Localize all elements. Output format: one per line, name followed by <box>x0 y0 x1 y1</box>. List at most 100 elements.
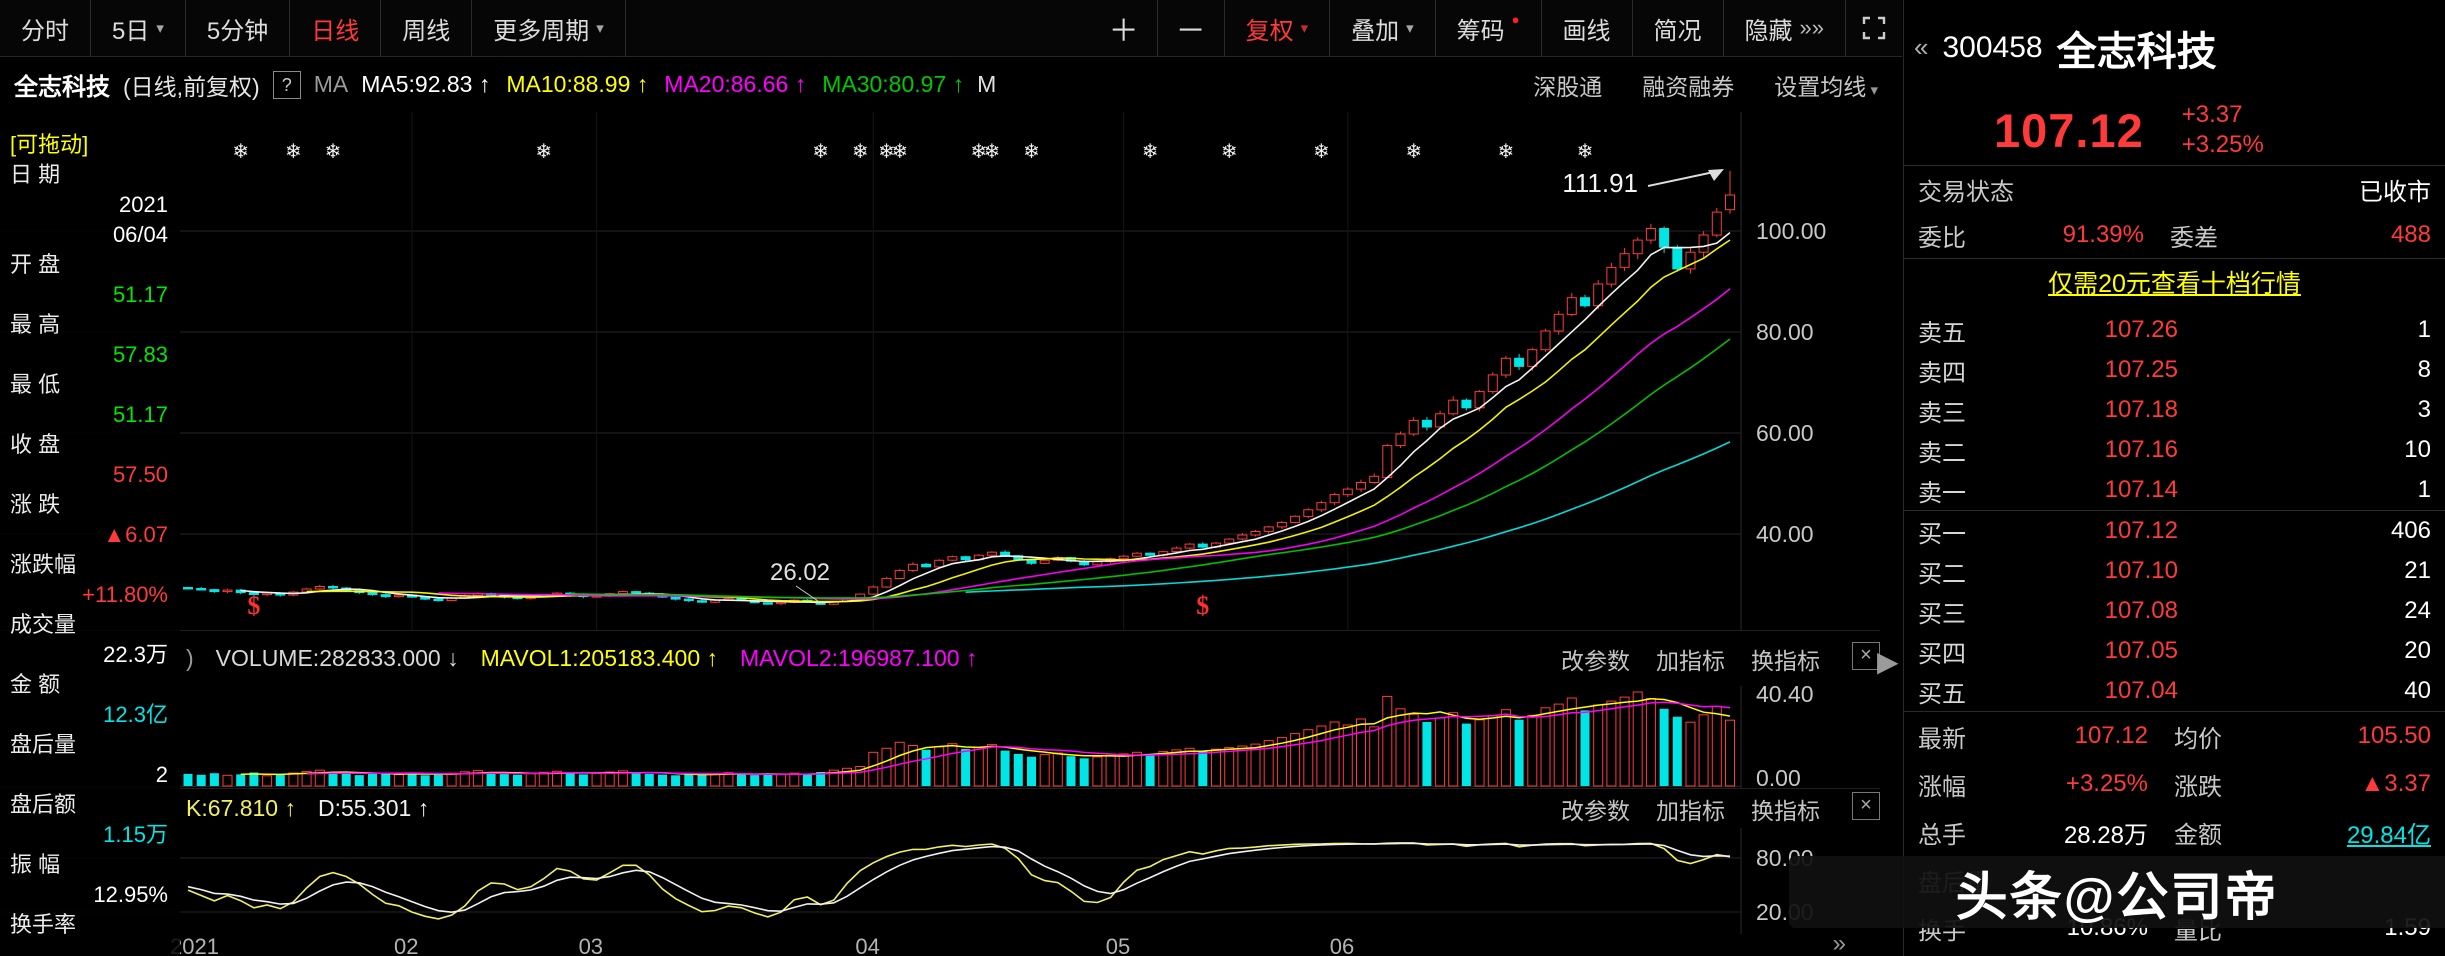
switch-indicator-button[interactable]: 换指标 <box>1751 647 1820 674</box>
up-arrow-icon: ↑ <box>952 71 965 97</box>
close-icon[interactable]: × <box>1852 641 1880 670</box>
collapse-panel-icon[interactable]: « <box>1914 32 1929 62</box>
svg-text:60.00: 60.00 <box>1756 420 1814 446</box>
svg-text:❄: ❄ <box>1142 141 1159 163</box>
margin-trading-link[interactable]: 融资融券 <box>1642 73 1735 100</box>
ask-orders: 卖五 107.26 1 卖四 107.25 8 卖三 107.18 3 卖二 107.16 10 卖一 1… <box>1904 310 2445 510</box>
weibi-row: 委比 91.39% 委差 488 <box>1904 212 2445 258</box>
tab-weekly[interactable]: 周线 <box>381 0 473 56</box>
quote-panel: « 300458 全志科技 107.12 +3.37 +3.25% 交易状态 已… <box>1903 0 2445 956</box>
toutiao-watermark: 头条@公司帝 <box>1789 856 2445 928</box>
kdj-d-label: D:55.301 ↑ <box>317 795 430 821</box>
volume-panel-header: ) VOLUME:282833.000 ↓ MAVOL1:205183.400 … <box>0 630 1880 686</box>
change-params-button[interactable]: 改参数 <box>1561 797 1630 824</box>
order-level-label: 卖四 <box>1918 359 1966 387</box>
toolbar-item-label: 5分钟 <box>206 17 269 45</box>
stat-label: 金额 <box>2174 821 2222 849</box>
order-level-label: 卖五 <box>1918 319 1966 347</box>
chips-button[interactable]: 筹码 ● <box>1436 0 1542 56</box>
add-indicator-button[interactable]: 加指标 <box>1656 647 1725 674</box>
fullscreen-button[interactable] <box>1846 0 1902 56</box>
switch-indicator-button[interactable]: 换指标 <box>1751 797 1820 824</box>
zoom-out-button[interactable]: － <box>1158 0 1225 56</box>
ma5-value: MA5:92.83 ↑ <box>361 71 490 98</box>
tab-more-periods[interactable]: 更多周期 ▾ <box>472 0 626 56</box>
svg-text:❄: ❄ <box>232 141 249 163</box>
bid-row-2[interactable]: 买二 107.10 21 <box>1904 551 2445 591</box>
weibi-value: 91.39% <box>2062 221 2144 248</box>
expand-panel-arrow[interactable]: ▶ <box>1877 646 1899 677</box>
order-level-label: 买一 <box>1918 520 1966 548</box>
svg-text:❄: ❄ <box>1313 141 1330 163</box>
order-volume: 1 <box>2417 316 2431 343</box>
hide-button[interactable]: 隐藏»» <box>1724 0 1846 56</box>
bid-row-1[interactable]: 买一 107.12 406 <box>1904 511 2445 551</box>
add-indicator-button[interactable]: 加指标 <box>1656 797 1725 824</box>
order-level-label: 买五 <box>1918 680 1966 708</box>
draw-line-button[interactable]: 画线 <box>1542 0 1633 56</box>
svg-text:111.91: 111.91 <box>1562 168 1638 198</box>
field-label: 金 额 <box>10 672 61 697</box>
fullscreen-icon <box>1862 16 1886 40</box>
kdj-panel-header: K:67.810 ↑ D:55.301 ↑ 改参数 加指标 换指标 × <box>0 788 1880 828</box>
field-label: 涨跌幅 <box>10 552 77 577</box>
ma20-value: MA20:86.66 ↑ <box>664 71 806 98</box>
ask-row-5[interactable]: 卖一 107.14 1 <box>1904 470 2445 510</box>
field-value: 22.3万 <box>103 642 168 667</box>
tab-5min[interactable]: 5分钟 <box>186 0 291 56</box>
order-volume: 20 <box>2404 637 2431 664</box>
ask-row-4[interactable]: 卖二 107.16 10 <box>1904 430 2445 470</box>
shenguotong-link[interactable]: 深股通 <box>1533 73 1603 100</box>
status-label: 交易状态 <box>1918 178 2014 206</box>
ask-row-1[interactable]: 卖五 107.26 1 <box>1904 310 2445 350</box>
ask-row-3[interactable]: 卖三 107.18 3 <box>1904 390 2445 430</box>
ma30-value: MA30:80.97 ↑ <box>822 71 964 98</box>
svg-text:80.00: 80.00 <box>1756 319 1814 345</box>
volume-chart[interactable]: 40.40 0.00 <box>0 686 1880 788</box>
order-volume: 8 <box>2417 356 2431 383</box>
bid-row-5[interactable]: 买五 107.04 40 <box>1904 671 2445 711</box>
change-params-button[interactable]: 改参数 <box>1561 647 1630 674</box>
down-arrow-icon: ↓ <box>447 645 459 671</box>
tab-5day[interactable]: 5日 ▾ <box>91 0 186 56</box>
ohlc-data-overlay[interactable]: [可拖动] 日 期 2021 06/04 开 盘 51.17 最 高 57.83 最 低 51.… <box>0 122 180 956</box>
trade-status-row: 交易状态 已收市 <box>1904 166 2445 212</box>
toolbar-item-label: 日线 <box>311 17 360 45</box>
tab-daily[interactable]: 日线 <box>290 0 382 56</box>
field-label: 最 低 <box>10 372 61 397</box>
bid-row-4[interactable]: 买四 107.05 20 <box>1904 631 2445 671</box>
svg-text:100.00: 100.00 <box>1756 218 1826 244</box>
order-price: 107.04 <box>2104 677 2178 704</box>
toolbar-item-label: 隐藏 <box>1744 17 1793 45</box>
brief-button[interactable]: 简况 <box>1633 0 1724 56</box>
ask-row-2[interactable]: 卖四 107.25 8 <box>1904 350 2445 390</box>
overlay-dropdown[interactable]: 叠加 ▾ <box>1330 0 1436 56</box>
adjust-dropdown[interactable]: 复权 ▾ <box>1225 0 1331 56</box>
svg-text:❄: ❄ <box>878 141 895 163</box>
stat-value: +3.25% <box>2065 770 2148 797</box>
red-dot-icon: ● <box>1511 11 1520 27</box>
change-value: +3.37 <box>2181 101 2243 128</box>
field-value: 51.17 <box>112 402 168 427</box>
ma-truncated-label: M <box>977 71 997 97</box>
zoom-in-button[interactable]: ＋ <box>1091 0 1158 56</box>
bid-row-3[interactable]: 买三 107.08 24 <box>1904 591 2445 631</box>
close-icon[interactable]: × <box>1852 791 1880 820</box>
order-volume: 40 <box>2404 677 2431 704</box>
field-label: 涨 跌 <box>10 492 61 517</box>
svg-text:❄: ❄ <box>1221 141 1238 163</box>
double-chevron-right-icon: »» <box>1799 15 1824 40</box>
help-icon[interactable]: ? <box>272 70 301 99</box>
ma-settings-link[interactable]: 设置均线 ▾ <box>1774 73 1878 100</box>
toolbar-item-label: 复权 <box>1245 17 1294 45</box>
toolbar-item-label: － <box>1175 15 1206 48</box>
order-price: 107.26 <box>2104 316 2178 343</box>
field-value: 57.83 <box>112 342 168 367</box>
svg-text:$: $ <box>247 591 260 620</box>
level10-promo-link[interactable]: 仅需20元查看十档行情 <box>2048 270 2301 298</box>
tab-timeshare[interactable]: 分时 <box>0 0 91 56</box>
double-chevron-right-icon[interactable]: » <box>1832 930 1846 956</box>
